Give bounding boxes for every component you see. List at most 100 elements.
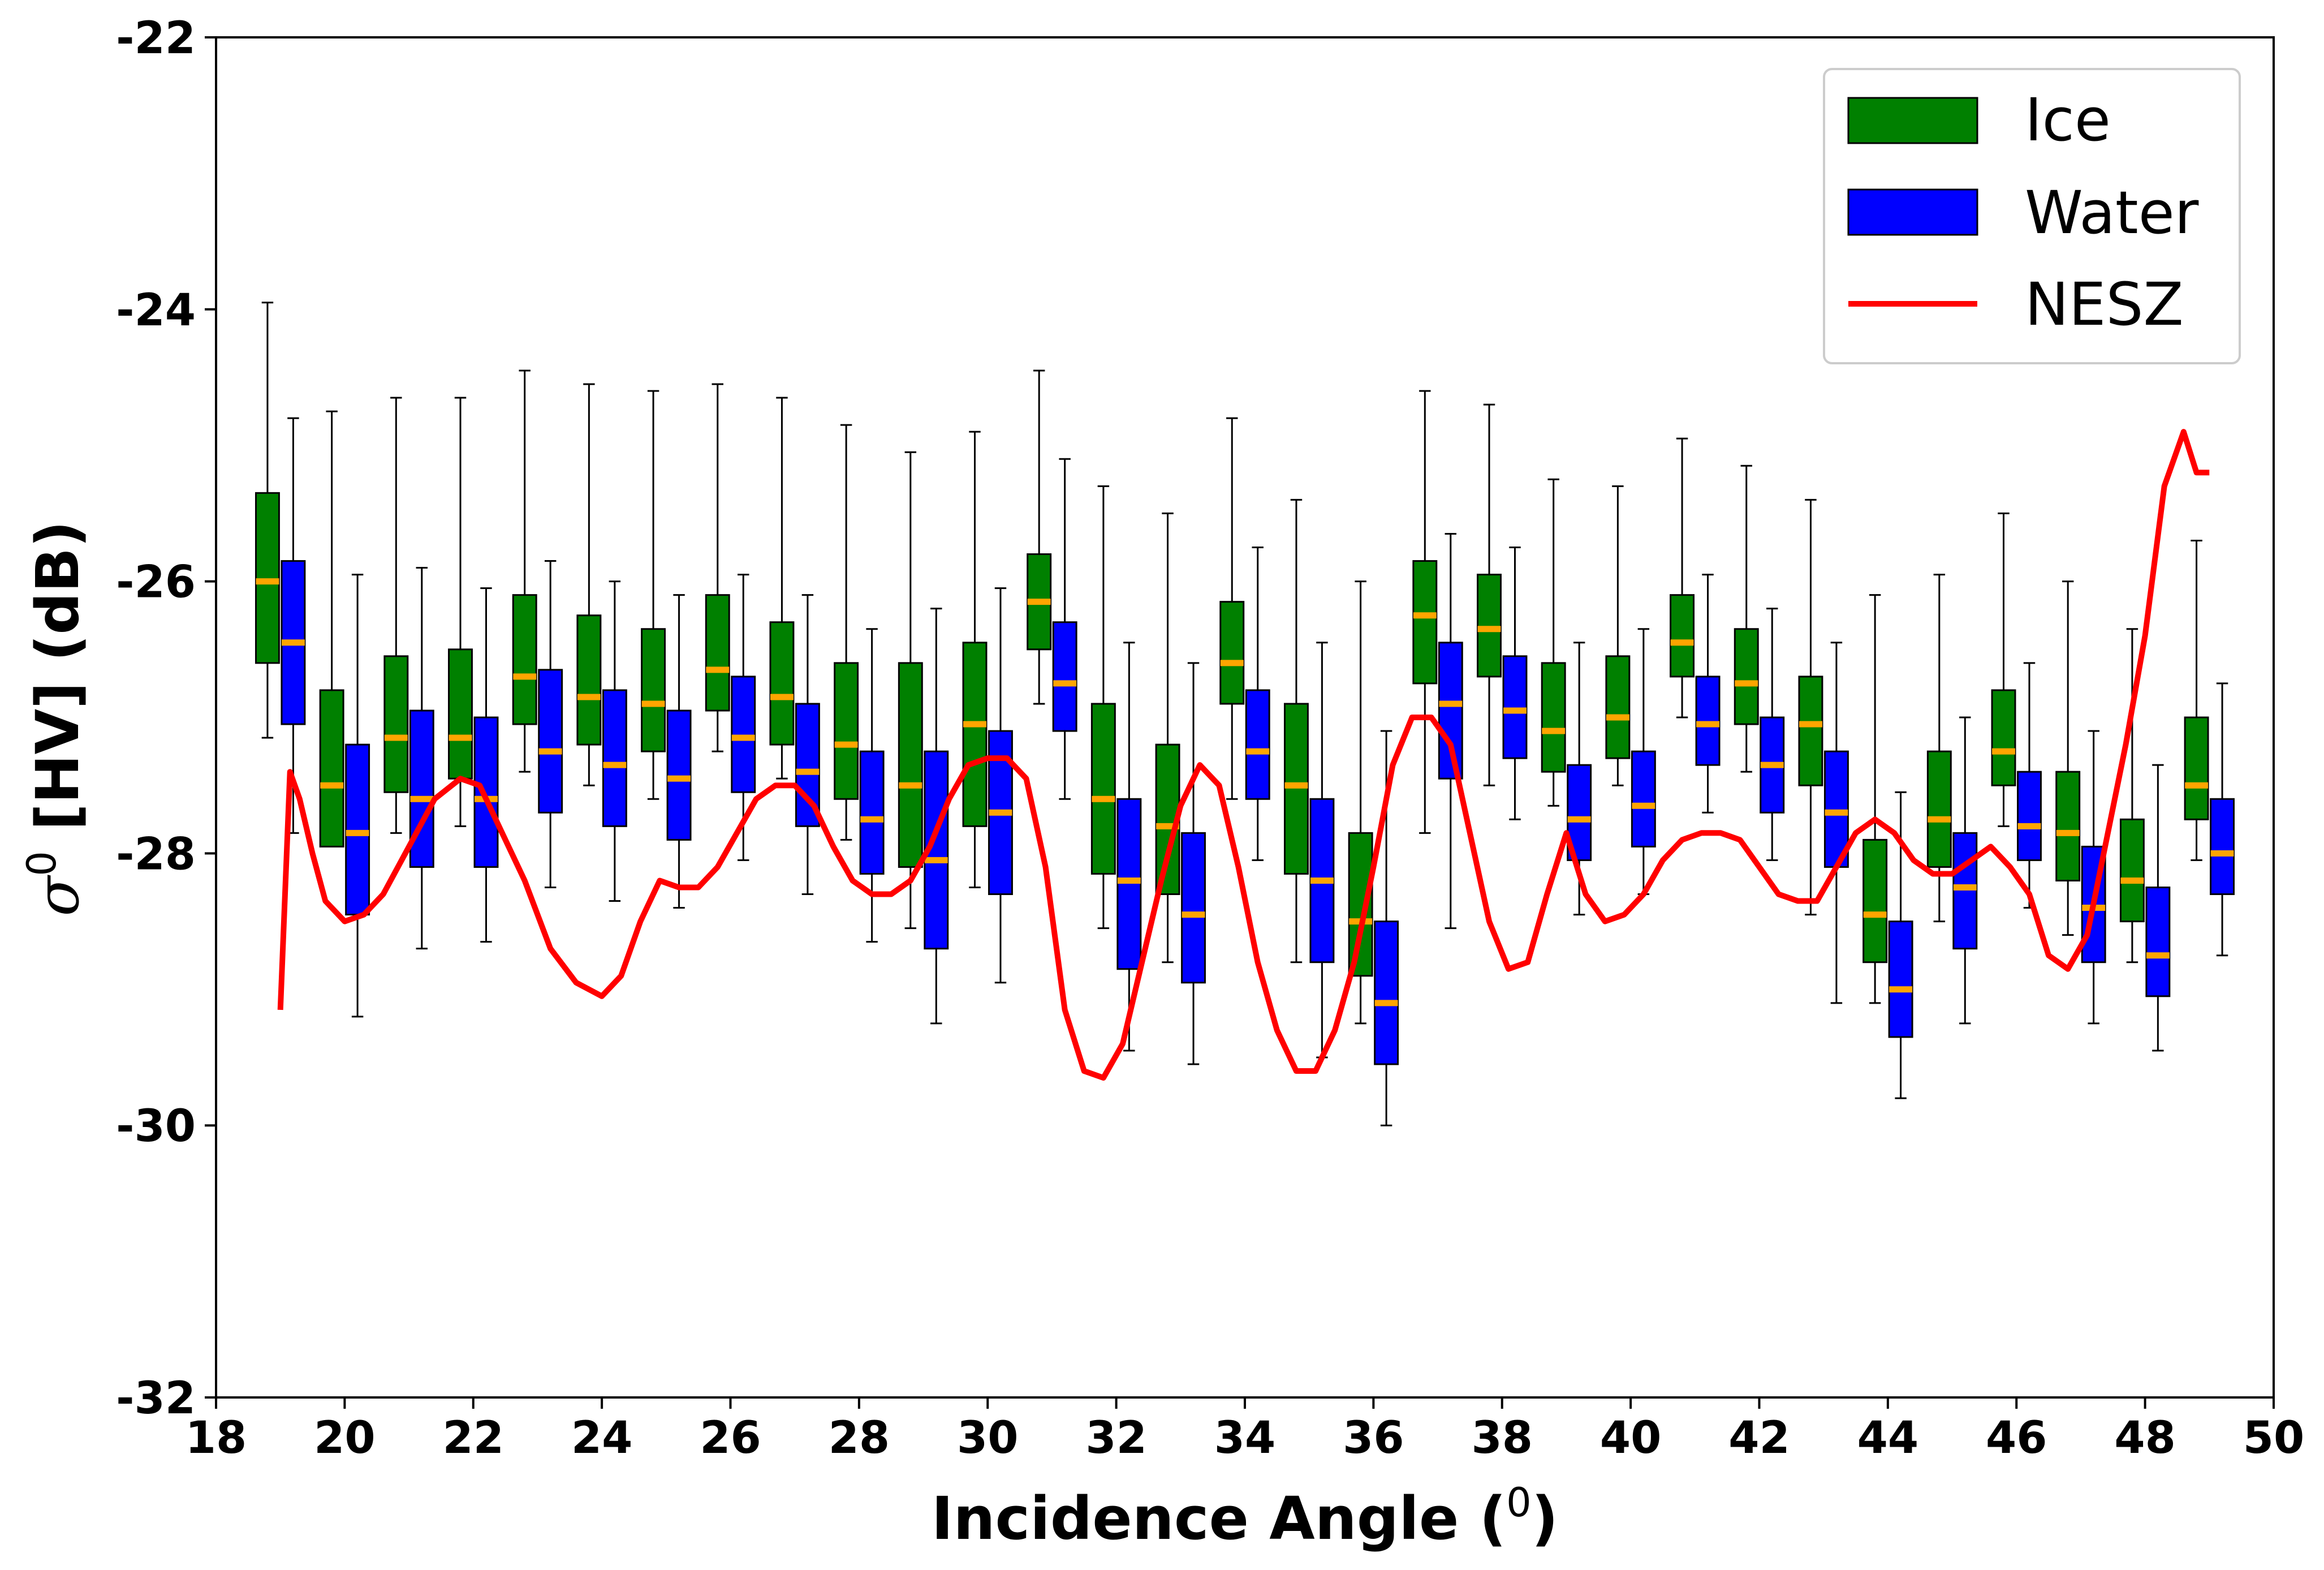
water-iqr-box: [2145, 887, 2171, 997]
ice-iqr-box: [641, 628, 666, 752]
water-box: [473, 587, 499, 943]
water-box: [2145, 764, 2171, 1052]
legend-water-label: Water: [2025, 178, 2199, 247]
ticks-layer: 18 20 22 24 26 28 30 32 34 36 38 40 42 44 46 48 50 -22 -24…: [116, 13, 2304, 1464]
ice-box: [834, 424, 859, 841]
ice-iqr-box: [1477, 574, 1502, 678]
ice-iqr-box: [255, 492, 280, 664]
legend: Ice Water NESZ: [1823, 68, 2241, 364]
ice-iqr-box: [319, 689, 344, 848]
water-iqr-box: [1052, 621, 1077, 732]
x-tick-label: 40: [1600, 1413, 1662, 1464]
x-tick-label: 50: [2243, 1413, 2305, 1464]
water-box: [281, 417, 306, 834]
ice-box: [1412, 390, 1438, 834]
series-layer: [255, 302, 2235, 1126]
water-iqr-box: [1631, 750, 1656, 848]
water-iqr-box: [2017, 771, 2042, 861]
x-tick-label: 32: [1085, 1413, 1147, 1464]
water-iqr-box: [1245, 689, 1270, 800]
ice-box: [1862, 594, 1888, 1004]
ice-box: [1477, 403, 1502, 786]
ice-series: [255, 302, 2209, 1025]
ice-box: [1605, 485, 1631, 786]
ice-box: [576, 383, 602, 786]
water-box: [345, 574, 370, 1018]
x-tick-label: 44: [1857, 1413, 1919, 1464]
y-axis-title: σ0 [HV] (dB): [19, 521, 92, 916]
y-tick-label: -26: [116, 557, 196, 608]
y-tick-label: -24: [116, 285, 196, 336]
x-tick-label: 34: [1214, 1413, 1276, 1464]
ice-box: [1991, 512, 2016, 827]
y-tick-label: -32: [116, 1373, 196, 1424]
ice-box: [2119, 628, 2145, 963]
ice-iqr-box: [1219, 601, 1245, 705]
ice-iqr-box: [1798, 676, 1823, 786]
y-tick-label: -22: [116, 13, 196, 64]
water-box: [2210, 682, 2235, 957]
x-tick-label: 18: [186, 1413, 247, 1464]
x-tick-label: 46: [1986, 1413, 2047, 1464]
x-tick-label: 28: [829, 1413, 890, 1464]
ice-box: [2055, 580, 2081, 936]
water-box: [795, 594, 820, 896]
water-iqr-box: [1181, 832, 1206, 984]
ice-box: [383, 397, 409, 834]
nesz-line: [277, 429, 2210, 1081]
water-box: [602, 580, 627, 902]
x-axis-title: Incidence Angle (0): [932, 1479, 1558, 1553]
y-axis-title-symbol: σ: [23, 875, 92, 917]
ice-box: [319, 410, 344, 848]
legend-ice-swatch: [1847, 97, 1978, 144]
water-box: [1438, 532, 1463, 930]
ice-box: [898, 451, 923, 930]
water-box: [1823, 642, 1849, 1004]
y-axis-title-rest: [HV] (dB): [23, 521, 92, 851]
ice-box: [1734, 464, 1759, 773]
ice-iqr-box: [1862, 838, 1888, 963]
ice-box: [641, 390, 666, 800]
x-tick-label: 30: [957, 1413, 1019, 1464]
x-tick-label: 36: [1343, 1413, 1404, 1464]
water-iqr-box: [795, 703, 820, 827]
water-iqr-box: [345, 743, 370, 916]
ice-box: [1541, 478, 1566, 807]
water-box: [1502, 547, 1528, 820]
ice-iqr-box: [1991, 689, 2016, 786]
ice-iqr-box: [705, 594, 730, 712]
ice-iqr-box: [512, 594, 537, 725]
ice-box: [512, 369, 537, 773]
ice-iqr-box: [2055, 771, 2081, 881]
ice-iqr-box: [576, 614, 602, 746]
ice-iqr-box: [1541, 662, 1566, 773]
water-iqr-box: [1502, 655, 1528, 759]
water-iqr-box: [666, 709, 692, 841]
water-iqr-box: [1888, 921, 1913, 1038]
ice-box: [1090, 485, 1116, 930]
ice-iqr-box: [2119, 818, 2145, 923]
x-axis-title-close: ): [1532, 1484, 1559, 1553]
water-box: [1309, 642, 1335, 1059]
ice-iqr-box: [898, 662, 923, 868]
legend-ice-label: Ice: [2025, 85, 2111, 154]
water-iqr-box: [1116, 798, 1142, 970]
ice-iqr-box: [1926, 750, 1952, 868]
water-box: [1952, 716, 1978, 1025]
water-box: [1631, 628, 1656, 896]
ice-iqr-box: [1412, 560, 1438, 685]
ice-iqr-box: [1090, 703, 1116, 875]
water-box: [1181, 662, 1206, 1065]
x-axis-title-text: Incidence Angle (: [932, 1484, 1506, 1553]
ice-box: [2184, 539, 2209, 861]
x-tick-label: 20: [314, 1413, 376, 1464]
ice-iqr-box: [383, 655, 409, 793]
water-box: [1374, 730, 1399, 1126]
y-tick-label: -28: [116, 829, 196, 880]
water-box: [1245, 547, 1270, 861]
water-box: [538, 560, 563, 888]
legend-nesz-label: NESZ: [2025, 270, 2184, 339]
ice-iqr-box: [769, 621, 795, 746]
ice-iqr-box: [1670, 594, 1695, 678]
